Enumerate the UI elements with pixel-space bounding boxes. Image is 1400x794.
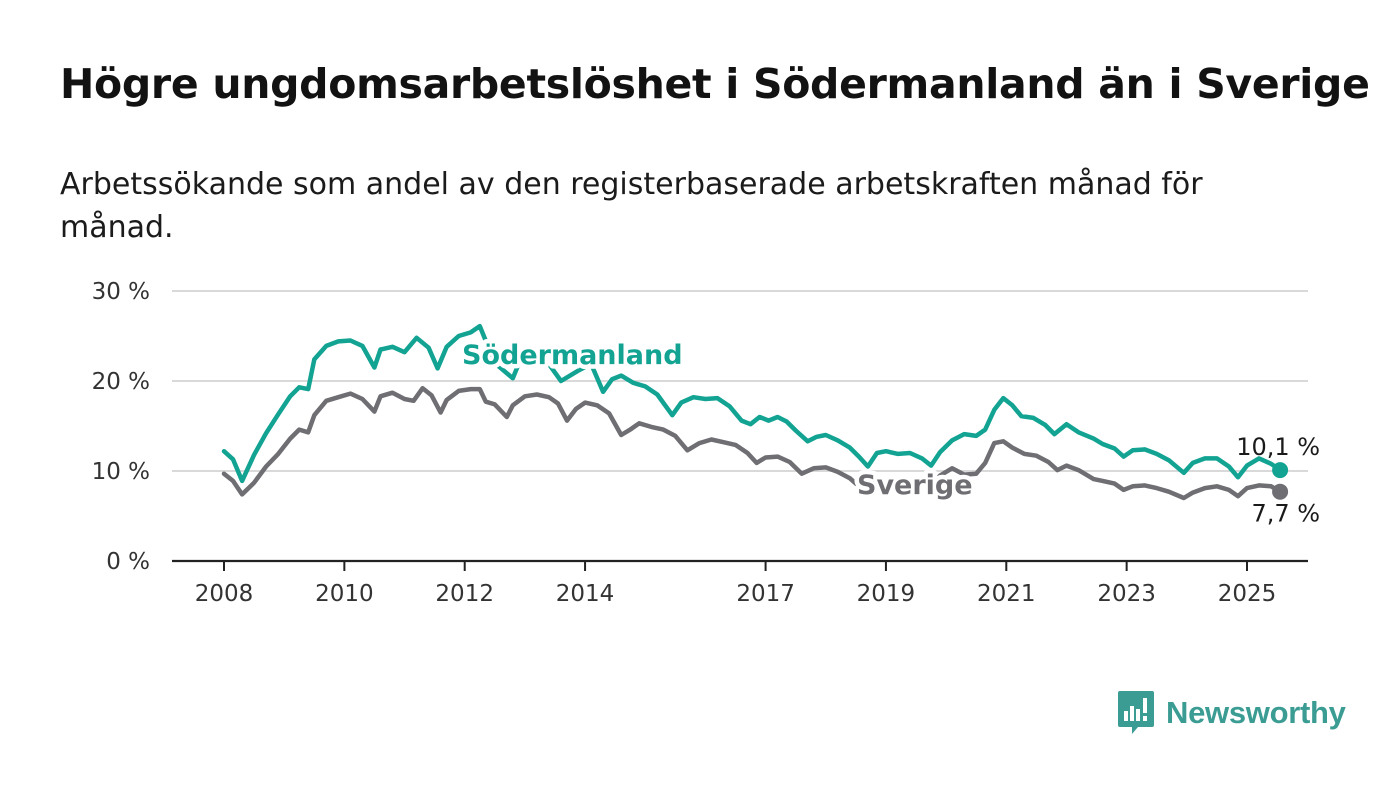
newsworthy-logo-icon: [1118, 691, 1154, 734]
y-axis: 0 % 10 % 20 % 30 %: [92, 279, 150, 575]
grid-lines: [172, 290, 1308, 472]
x-tick-label: 2010: [315, 581, 374, 607]
end-point-sdermanland: [1272, 462, 1289, 479]
y-tick-label: 30 %: [92, 279, 150, 305]
end-value-label-sverige: 7,7 %: [1251, 500, 1320, 528]
series-label-sdermanland: Södermanland: [462, 340, 683, 371]
x-tick-label: 2021: [977, 581, 1036, 607]
x-tick-label: 2023: [1097, 581, 1156, 607]
series-label-halo: Södermanland: [462, 340, 683, 371]
x-tick-label: 2017: [736, 581, 795, 607]
series-label-halo: Sverige: [857, 470, 973, 501]
end-value-label-sdermanland: 10,1 %: [1236, 433, 1320, 461]
y-tick-label: 0 %: [106, 549, 150, 575]
end-markers: 10,1 % 7,7 %: [1236, 433, 1320, 528]
series-line-sverige: [221, 385, 1283, 501]
series-label-sverige: Sverige: [857, 470, 973, 501]
series-line-sdermanland: [221, 323, 1283, 484]
chart-subtitle: Arbetssökande som andel av den registerb…: [60, 167, 1203, 245]
y-tick-label: 20 %: [92, 369, 150, 395]
x-tick-label: 2012: [435, 581, 494, 607]
series-lines: [221, 323, 1283, 501]
x-tick-label: 2025: [1218, 581, 1277, 607]
y-tick-label: 10 %: [92, 459, 150, 485]
x-tick-label: 2019: [857, 581, 916, 607]
x-tick-label: 2014: [556, 581, 615, 607]
chart-title: Högre ungdomsarbetslöshet i Södermanland…: [60, 60, 1370, 108]
end-point-sverige: [1272, 483, 1289, 500]
brand-name: Newsworthy: [1166, 695, 1346, 730]
x-axis: 2008 2010 2012 2014 2017 2019 2021 2023 2025: [195, 561, 1277, 607]
x-tick-label: 2008: [195, 581, 254, 607]
newsworthy-logo[interactable]: Newsworthy: [1118, 690, 1346, 736]
